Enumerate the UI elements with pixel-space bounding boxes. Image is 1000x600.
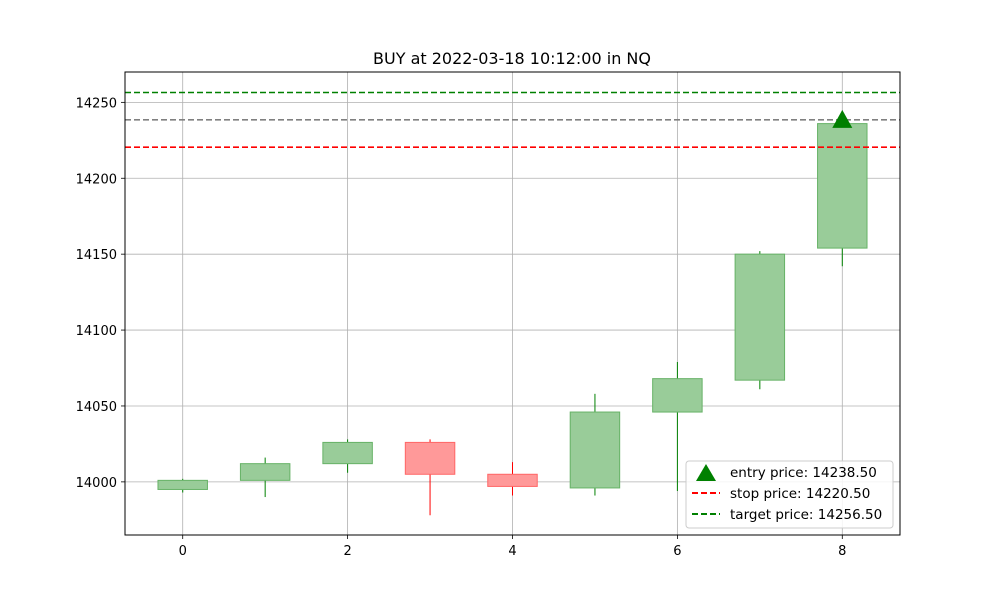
x-tick-label: 4	[508, 544, 516, 559]
legend-target-label: target price: 14256.50	[730, 507, 882, 523]
candle-body-up	[734, 253, 786, 381]
candle-body-up	[817, 123, 868, 249]
y-tick-label: 14050	[76, 400, 117, 415]
candle-body-up	[322, 441, 373, 465]
candle-body-down	[487, 473, 538, 487]
x-tick-label: 2	[343, 544, 351, 559]
candle-body-up	[652, 378, 703, 413]
x-tick-label: 8	[838, 544, 846, 559]
chart-title: BUY at 2022-03-18 10:12:00 in NQ	[373, 49, 651, 68]
candle-body-up	[157, 479, 208, 490]
plot-area: 0 2 4 6 8 14000 14050 14100 14150 14200 14250	[76, 72, 900, 559]
y-tick-label: 14250	[76, 96, 117, 111]
y-tick-label: 14000	[76, 476, 117, 491]
y-tick-label: 14150	[76, 248, 117, 263]
candle-body-down	[404, 441, 456, 475]
y-tick-label: 14100	[76, 324, 117, 339]
entry-marker-icon	[832, 109, 853, 128]
legend: entry price: 14238.50 stop price: 14220.…	[685, 460, 894, 529]
candle-body-up	[239, 463, 291, 481]
legend-stop-label: stop price: 14220.50	[730, 486, 870, 502]
legend-entry-marker	[696, 464, 716, 481]
legend-entry-label: entry price: 14238.50	[730, 465, 877, 481]
candle-body-up	[569, 411, 621, 489]
y-tick-label: 14200	[76, 172, 117, 187]
legend-box	[685, 460, 894, 529]
plot-frame	[124, 71, 901, 536]
x-tick-label: 0	[179, 544, 187, 559]
x-tick-label: 6	[673, 544, 681, 559]
